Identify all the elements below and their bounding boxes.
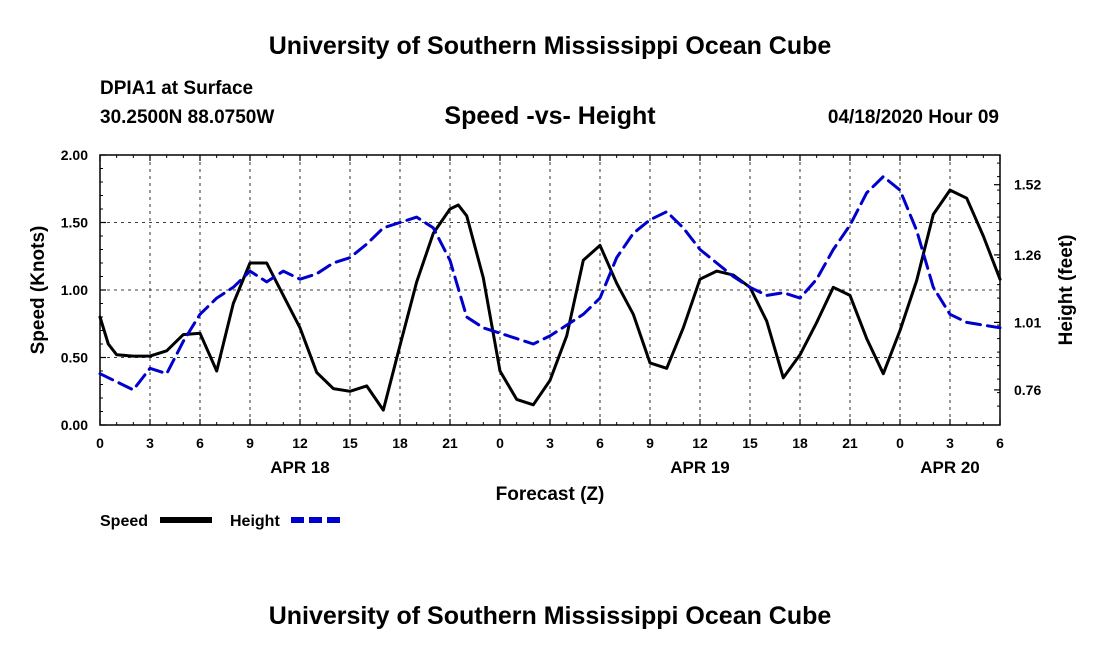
x-tick-label: 15 <box>742 435 758 451</box>
x-axis-label: Forecast (Z) <box>496 484 605 505</box>
y2-axis-label: Height (feet) <box>1056 235 1077 346</box>
height-series-line <box>98 175 1002 392</box>
x-tick-label: 21 <box>442 435 458 451</box>
y2-tick-label: 1.01 <box>1014 314 1041 330</box>
x-tick-label: 0 <box>496 435 504 451</box>
x-tick-label: 6 <box>996 435 1004 451</box>
forecast-timestamp: 04/18/2020 Hour 09 <box>827 107 999 128</box>
speed-series-line <box>98 188 1002 412</box>
y2-tick-label: 1.52 <box>1014 177 1041 193</box>
legend-speed-label: Speed <box>100 513 148 530</box>
x-tick-label: 3 <box>146 435 154 451</box>
y-tick-label: 2.00 <box>61 147 88 163</box>
y-tick-label: 1.00 <box>61 282 88 298</box>
x-tick-label: 21 <box>842 435 858 451</box>
legend-height-label: Height <box>230 513 280 530</box>
x-tick-label: 18 <box>392 435 408 451</box>
page-title: University of Southern Mississippi Ocean… <box>268 32 832 60</box>
y-tick-label: 0.00 <box>61 417 88 433</box>
y-axis-label: Speed (Knots) <box>28 226 49 355</box>
x-tick-label: 15 <box>342 435 358 451</box>
x-tick-label: 0 <box>896 435 904 451</box>
y2-tick-label: 0.76 <box>1014 382 1041 398</box>
x-tick-label: 12 <box>692 435 708 451</box>
x-tick-label: 6 <box>596 435 604 451</box>
x-tick-label: 9 <box>246 435 254 451</box>
x-tick-label: 18 <box>792 435 808 451</box>
footer-title: University of Southern Mississippi Ocean… <box>268 602 832 630</box>
date-label: APR 20 <box>920 458 980 477</box>
x-tick-label: 3 <box>546 435 554 451</box>
x-tick-label: 12 <box>292 435 308 451</box>
x-tick-label: 9 <box>646 435 654 451</box>
x-tick-label: 0 <box>96 435 104 451</box>
chart-title: Speed -vs- Height <box>444 102 656 130</box>
station-coordinates: 30.2500N 88.0750W <box>100 107 275 128</box>
x-tick-label: 6 <box>196 435 204 451</box>
date-label: APR 18 <box>270 458 330 477</box>
y-tick-label: 1.50 <box>61 215 88 231</box>
station-label: DPIA1 at Surface <box>100 78 254 99</box>
y2-tick-label: 1.26 <box>1014 247 1041 263</box>
y-tick-label: 0.50 <box>61 350 88 366</box>
date-label: APR 19 <box>670 458 730 477</box>
x-tick-label: 3 <box>946 435 954 451</box>
